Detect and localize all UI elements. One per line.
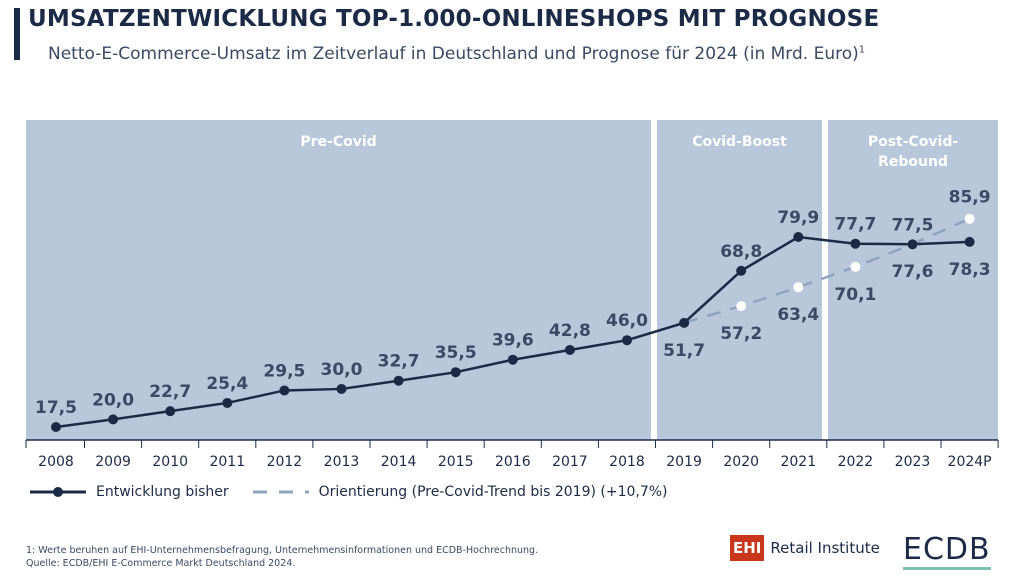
legend-solid-swatch <box>30 487 86 497</box>
phase-band <box>828 120 998 440</box>
x-tick-label: 2021 <box>780 454 816 470</box>
actual-data-label: 46,0 <box>606 311 648 331</box>
actual-point <box>850 238 861 249</box>
actual-point <box>450 367 461 378</box>
actual-point <box>736 265 747 276</box>
trend-data-label: 63,4 <box>777 305 819 325</box>
chart-title: UMSATZENTWICKLUNG TOP-1.000-ONLINESHOPS … <box>28 6 880 32</box>
actual-data-label: 20,0 <box>92 390 134 410</box>
chart-subtitle: Netto-E-Commerce-Umsatz im Zeitverlauf i… <box>48 44 865 64</box>
footnote-source: Quelle: ECDB/EHI E-Commerce Markt Deutsc… <box>26 558 296 569</box>
actual-data-label: 22,7 <box>149 382 191 402</box>
phase-label: Covid-Boost <box>692 134 787 150</box>
actual-point <box>622 335 632 346</box>
phase-label: Rebound <box>878 154 948 170</box>
x-tick-label: 2024P <box>948 454 992 470</box>
subtitle-text: Netto-E-Commerce-Umsatz im Zeitverlauf i… <box>48 44 859 64</box>
actual-point <box>222 397 233 408</box>
trend-data-label: 57,2 <box>720 324 762 344</box>
actual-point <box>165 406 176 417</box>
x-tick-label: 2009 <box>95 454 131 470</box>
x-tick-label: 2012 <box>267 454 303 470</box>
title-accent-bar <box>14 8 20 60</box>
ecdb-logo: ECDB <box>903 533 991 570</box>
trend-point <box>793 282 804 293</box>
actual-data-label: 17,5 <box>35 398 77 418</box>
actual-data-label: 39,6 <box>492 331 534 351</box>
x-tick-label: 2011 <box>209 454 245 470</box>
actual-data-label: 77,5 <box>892 215 934 235</box>
ehi-logo: EHI Retail Institute <box>730 535 880 561</box>
x-tick-label: 2017 <box>552 454 588 470</box>
footnote-note: 1: Werte beruhen auf EHI-Unternehmensbef… <box>26 545 539 556</box>
actual-data-label: 79,9 <box>777 208 819 228</box>
actual-point <box>393 375 404 386</box>
footnote-marker: 1 <box>858 44 866 56</box>
actual-data-label: 25,4 <box>206 374 248 394</box>
legend-solid-label: Entwicklung bisher <box>96 484 229 500</box>
x-tick-label: 2018 <box>609 454 645 470</box>
actual-point <box>51 422 61 432</box>
actual-point <box>108 414 119 425</box>
actual-point <box>564 344 575 355</box>
actual-point <box>907 239 918 250</box>
trend-point <box>850 261 861 272</box>
trend-data-label: 85,9 <box>949 188 991 208</box>
actual-data-label: 30,0 <box>321 360 363 380</box>
actual-point <box>793 231 804 242</box>
phase-band <box>657 120 822 440</box>
x-tick-label: 2015 <box>438 454 474 470</box>
trend-point <box>736 301 747 312</box>
x-tick-label: 2020 <box>723 454 759 470</box>
trend-data-label: 70,1 <box>834 285 876 305</box>
trend-point <box>964 213 975 224</box>
x-tick-label: 2008 <box>38 454 74 470</box>
actual-point <box>336 383 347 394</box>
trend-data-label: 77,6 <box>892 262 934 282</box>
x-tick-label: 2016 <box>495 454 531 470</box>
actual-data-label: 35,5 <box>435 343 477 363</box>
actual-data-label: 68,8 <box>720 242 762 262</box>
phase-label: Post-Covid- <box>868 134 959 150</box>
x-tick-label: 2010 <box>152 454 188 470</box>
actual-data-label: 29,5 <box>263 361 305 381</box>
x-tick-label: 2014 <box>381 454 417 470</box>
legend: Entwicklung bisher Orientierung (Pre-Cov… <box>28 484 668 500</box>
x-tick-label: 2023 <box>895 454 931 470</box>
actual-data-label: 78,3 <box>949 260 991 280</box>
actual-data-label: 77,7 <box>834 215 876 235</box>
ehi-logo-text: Retail Institute <box>770 539 880 557</box>
actual-point <box>679 317 690 328</box>
actual-data-label: 51,7 <box>663 341 705 361</box>
phase-label: Pre-Covid <box>300 134 376 150</box>
footnote: 1: Werte beruhen auf EHI-Unternehmensbef… <box>26 544 538 570</box>
trend-line <box>683 217 971 325</box>
actual-point <box>279 385 290 396</box>
actual-point <box>507 354 518 365</box>
actual-data-label: 32,7 <box>378 352 420 372</box>
legend-dashed-swatch <box>252 490 309 494</box>
legend-dashed-label: Orientierung (Pre-Covid-Trend bis 2019) … <box>318 484 668 500</box>
x-tick-label: 2022 <box>838 454 874 470</box>
x-tick-label: 2013 <box>324 454 360 470</box>
actual-data-label: 42,8 <box>549 321 591 341</box>
actual-point <box>964 236 975 247</box>
ehi-logo-box: EHI <box>730 535 765 561</box>
x-tick-label: 2019 <box>666 454 702 470</box>
